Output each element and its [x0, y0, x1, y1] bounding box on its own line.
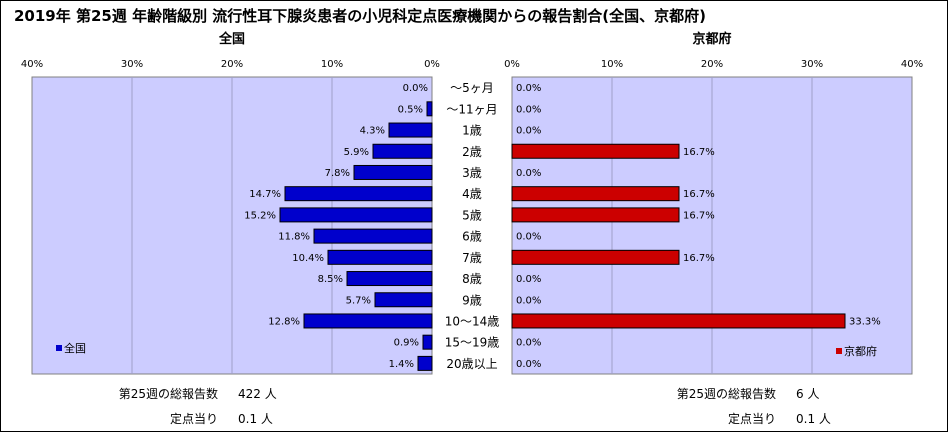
footer-right-total-value: 6 人 [796, 387, 819, 401]
bar-national [353, 164, 433, 180]
bar-national [374, 292, 433, 308]
data-label-kyoto: 16.7% [683, 147, 715, 158]
bar-national [284, 186, 433, 202]
data-label-national: 5.9% [344, 147, 369, 158]
data-label-national: 0.9% [394, 338, 419, 349]
legend-right-swatch [836, 348, 842, 354]
footer-left-per-value: 0.1 人 [238, 412, 273, 426]
category-label: ～11ヶ月 [446, 102, 497, 116]
bar-national [372, 143, 433, 159]
footer-left-total-value: 422 人 [238, 387, 277, 401]
category-label: 20歳以上 [446, 357, 497, 371]
footer-left-total-label: 第25週の総報告数 [119, 386, 218, 401]
bar-national [279, 207, 433, 223]
tick-label-right: 10% [601, 59, 623, 70]
tick-label-left: 0% [424, 59, 440, 70]
bar-national [346, 271, 433, 287]
category-label: 10～14歳 [445, 314, 500, 328]
data-label-kyoto: 0.0% [516, 274, 541, 285]
chart-title: 2019年 第25週 年齢階級別 流行性耳下腺炎患者の小児科定点医療機関からの報… [14, 7, 706, 25]
tick-label-right: 0% [504, 59, 520, 70]
bar-kyoto [511, 249, 680, 265]
category-label: 2歳 [462, 145, 482, 159]
data-label-national: 1.4% [389, 359, 414, 370]
data-label-kyoto: 16.7% [683, 253, 715, 264]
data-label-kyoto: 0.0% [516, 126, 541, 137]
legend-left: 全国 [56, 341, 86, 355]
footer-left: 第25週の総報告数 422 人 定点当り 0.1 人 [119, 386, 277, 426]
category-label: 1歳 [462, 124, 482, 138]
bar-national [327, 249, 433, 265]
tick-label-left: 20% [221, 59, 243, 70]
tick-label-right: 30% [801, 59, 823, 70]
legend-left-swatch [56, 345, 62, 351]
footer-left-per-label: 定点当り [170, 411, 218, 426]
bar-national [388, 122, 433, 138]
data-labels: 0.0% 0.5% 4.3% 5.9% 7.8% 14.7% 15.2%11.8% 10.4%… [244, 83, 881, 370]
data-label-kyoto: 0.0% [516, 232, 541, 243]
right-panel-title: 京都府 [692, 31, 731, 47]
bar-national [313, 228, 433, 244]
data-label-kyoto: 0.0% [516, 104, 541, 115]
category-label: 15～19歳 [445, 336, 500, 350]
bar-national [426, 101, 433, 117]
bar-national [303, 313, 433, 329]
legend-right: 京都府 [836, 344, 877, 358]
data-label-kyoto: 16.7% [683, 210, 715, 221]
category-label: 4歳 [462, 187, 482, 201]
category-label: 6歳 [462, 230, 482, 244]
category-label: 3歳 [462, 166, 482, 180]
data-label-kyoto: 0.0% [516, 338, 541, 349]
footer-right-total-label: 第25週の総報告数 [677, 386, 776, 401]
data-label-national: 0.5% [398, 104, 423, 115]
data-label-kyoto: 0.0% [516, 359, 541, 370]
data-label-national: 11.8% [278, 232, 310, 243]
bars [279, 101, 846, 371]
data-label-kyoto: 16.7% [683, 189, 715, 200]
category-label: 8歳 [462, 272, 482, 286]
bar-kyoto [511, 143, 680, 159]
bar-national [422, 334, 433, 350]
bar-national [417, 355, 433, 371]
footer-right-per-label: 定点当り [728, 411, 776, 426]
bar-kyoto [511, 207, 680, 223]
data-label-national: 10.4% [292, 253, 324, 264]
data-label-national: 15.2% [244, 210, 276, 221]
tick-label-right: 20% [701, 59, 723, 70]
bar-kyoto [511, 186, 680, 202]
data-label-national: 8.5% [318, 274, 343, 285]
footer-right: 第25週の総報告数 6 人 定点当り 0.1 人 [677, 386, 831, 426]
data-label-kyoto: 0.0% [516, 83, 541, 94]
data-label-national: 5.7% [346, 295, 371, 306]
tick-label-left: 30% [121, 59, 143, 70]
tick-label-right: 40% [901, 59, 923, 70]
left-panel-title: 全国 [218, 31, 245, 47]
footer-right-per-value: 0.1 人 [796, 412, 831, 426]
data-label-national: 7.8% [325, 168, 350, 179]
category-label: 5歳 [462, 208, 482, 222]
legend-left-label: 全国 [64, 341, 86, 355]
tick-label-left: 10% [321, 59, 343, 70]
axis-ticks: 40% 30% 20% 10% 0% 0% 10% 20% 30% 40% [21, 59, 923, 70]
bar-kyoto [511, 313, 846, 329]
legend-right-label: 京都府 [844, 344, 877, 358]
data-label-national: 0.0% [403, 83, 428, 94]
category-labels: ～5ヶ月 ～11ヶ月 1歳 2歳 3歳 4歳 5歳 6歳 7歳 8歳 9歳 10～14歳 15～19歳 2… [445, 81, 500, 371]
category-label: 7歳 [462, 251, 482, 265]
category-label: ～5ヶ月 [450, 81, 494, 95]
data-label-national: 4.3% [360, 126, 385, 137]
category-label: 9歳 [462, 293, 482, 307]
data-label-national: 14.7% [249, 189, 281, 200]
data-label-kyoto: 0.0% [516, 295, 541, 306]
data-label-national: 12.8% [268, 316, 300, 327]
tick-label-left: 40% [21, 59, 43, 70]
data-label-kyoto: 0.0% [516, 168, 541, 179]
data-label-kyoto: 33.3% [849, 316, 881, 327]
